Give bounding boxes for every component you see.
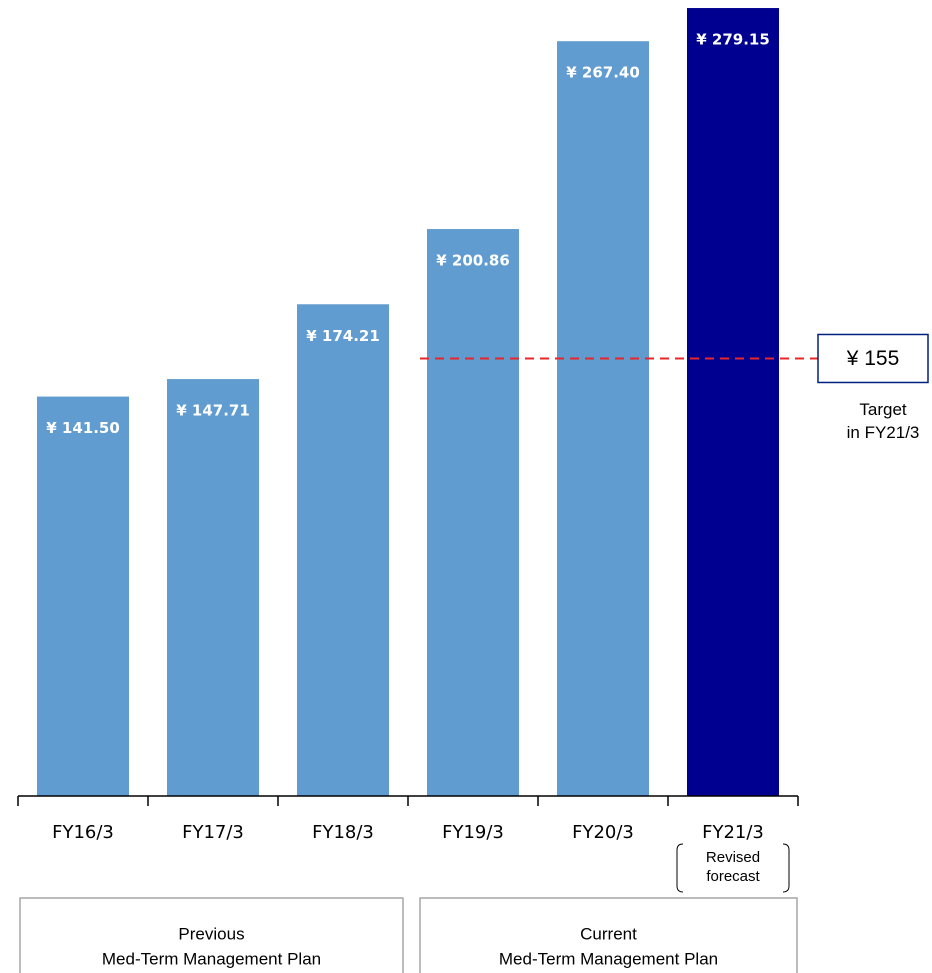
target-box <box>817 333 929 384</box>
value-label: ¥ 267.40 <box>566 64 640 82</box>
bracket <box>676 843 684 893</box>
plan-subtitle: Med-Term Management Plan <box>102 949 321 968</box>
value-label: ¥ 147.71 <box>176 402 250 420</box>
value-label: ¥ 141.50 <box>46 419 120 437</box>
x-tick-label: FY21/3 <box>702 822 764 843</box>
bar <box>167 379 259 796</box>
bar <box>37 396 129 796</box>
bar <box>687 8 779 797</box>
plan-box <box>19 897 404 973</box>
x-tick-label: FY18/3 <box>312 822 374 843</box>
plan-box <box>419 897 798 973</box>
target-text: in FY21/3 <box>847 423 920 442</box>
bracket <box>782 843 790 893</box>
forecast-note: forecast <box>706 868 760 885</box>
target-label: ¥ 155 <box>846 347 900 370</box>
x-tick-label: FY16/3 <box>52 822 114 843</box>
plan-title: Previous <box>178 924 244 943</box>
plan-subtitle: Med-Term Management Plan <box>499 949 718 968</box>
value-label: ¥ 200.86 <box>436 252 510 270</box>
bar <box>427 229 519 797</box>
bar <box>297 304 389 796</box>
value-label: ¥ 279.15 <box>696 31 770 49</box>
target-text: Target <box>859 400 907 419</box>
plan-title: Current <box>580 924 637 943</box>
x-tick-label: FY20/3 <box>572 822 634 843</box>
forecast-note: Revised <box>706 849 760 866</box>
value-label: ¥ 174.21 <box>306 327 380 345</box>
x-tick-label: FY17/3 <box>182 822 244 843</box>
x-tick-label: FY19/3 <box>442 822 504 843</box>
bar <box>557 41 649 796</box>
